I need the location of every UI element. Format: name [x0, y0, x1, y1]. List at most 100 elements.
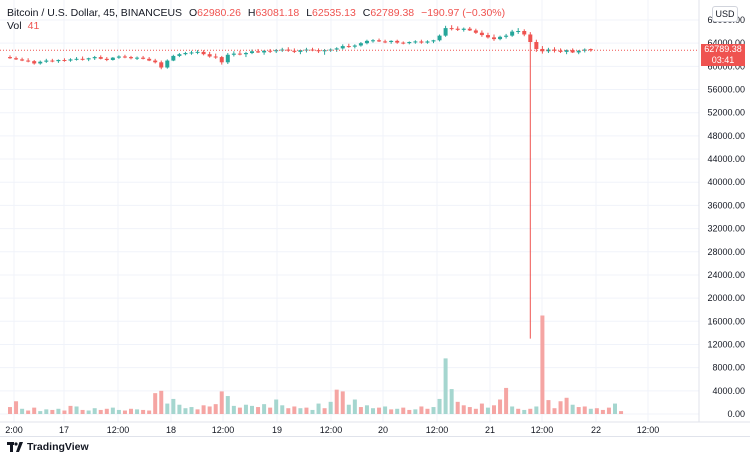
candle-body — [159, 62, 164, 68]
volume-bar — [455, 401, 460, 414]
volume-bar — [286, 408, 291, 414]
candle-body — [334, 48, 339, 50]
candle-body — [443, 28, 448, 36]
volume-bar — [50, 409, 55, 414]
volume-bar — [407, 409, 412, 414]
candle-body — [516, 31, 521, 33]
candle-body — [576, 50, 581, 53]
low-label: L — [306, 7, 313, 19]
volume-label[interactable]: Vol — [7, 20, 22, 32]
volume-bar — [147, 410, 152, 414]
volume-bar — [619, 411, 624, 414]
candle-body — [552, 49, 557, 51]
volume-bar — [600, 409, 605, 414]
candle-body — [467, 28, 472, 31]
time-tick-label: 12:00 — [531, 425, 554, 435]
candle-body — [189, 52, 194, 54]
volume-bar — [153, 393, 158, 414]
volume-bar — [522, 409, 527, 414]
candle-body — [243, 53, 248, 55]
volume-bar — [371, 408, 375, 414]
volume-bar — [122, 410, 127, 414]
volume-bar — [401, 407, 406, 414]
symbol-title[interactable]: Bitcoin / U.S. Dollar, 45, BINANCEUS — [7, 7, 183, 19]
volume-bar — [588, 408, 593, 414]
bar-countdown: 03:41 — [711, 55, 735, 65]
candle-body — [104, 58, 109, 60]
candle-body — [122, 56, 127, 58]
volume-bar — [443, 358, 448, 414]
volume-bar — [534, 406, 539, 414]
volume-bar — [310, 409, 315, 414]
candle-body — [383, 41, 388, 43]
candle-body — [425, 41, 430, 43]
time-tick-label: 19 — [272, 425, 282, 435]
volume-bar — [74, 406, 79, 414]
volume-layer — [8, 315, 624, 414]
candle-body — [237, 53, 242, 55]
volume-bar — [461, 405, 466, 414]
symbol-legend: Bitcoin / U.S. Dollar, 45, BINANCEUS O62… — [7, 6, 505, 20]
price-axis[interactable]: 68000.0064000.0060000.0056000.0052000.00… — [707, 15, 745, 419]
volume-bar — [564, 397, 569, 414]
volume-bar — [8, 407, 12, 414]
candle-body — [352, 45, 357, 47]
price-tick-label: 44000.00 — [707, 154, 745, 164]
candle-body — [231, 53, 236, 55]
volume-bar — [56, 408, 61, 414]
time-axis[interactable]: 2:00 17 12:00 18 12:00 19 12:00 20 12:00 21 12:00 2… — [5, 425, 659, 435]
candle-body — [44, 60, 49, 62]
volume-bar — [26, 410, 31, 414]
volume-bar — [38, 411, 43, 414]
volume-bar — [62, 410, 67, 414]
currency-button[interactable]: USD — [712, 6, 738, 22]
volume-bar — [413, 409, 418, 414]
high-label: H — [247, 7, 256, 19]
candle-body — [8, 57, 12, 59]
volume-bar — [473, 408, 478, 414]
volume-bar — [177, 404, 182, 414]
volume-bar — [68, 405, 73, 414]
candle-body — [195, 51, 200, 53]
candle-body — [564, 50, 569, 52]
time-tick-label: 18 — [166, 425, 176, 435]
volume-bar — [383, 406, 388, 414]
candle-body — [177, 54, 182, 56]
volume-bar — [243, 404, 248, 414]
candle-body — [522, 31, 527, 35]
volume-bar — [237, 407, 242, 414]
candle-body — [395, 40, 400, 43]
candle-body — [141, 57, 146, 59]
price-tick-label: 64000.00 — [707, 38, 745, 48]
volume-bar — [201, 405, 206, 414]
time-tick-label: 2:00 — [5, 425, 23, 435]
volume-bar — [346, 404, 351, 414]
tradingview-logo[interactable]: TradingView — [7, 441, 89, 453]
volume-bar — [292, 406, 297, 414]
volume-bar — [552, 408, 557, 414]
volume-value: 41 — [27, 20, 40, 32]
candle-body — [377, 40, 382, 42]
price-tick-label: 24000.00 — [707, 270, 745, 280]
candle-body — [419, 41, 424, 43]
candle-body — [74, 58, 79, 60]
volume-bar — [104, 408, 109, 414]
candle-body — [322, 50, 327, 52]
volume-bar — [32, 407, 37, 414]
volume-bar — [219, 391, 224, 414]
candle-body — [431, 40, 436, 42]
time-tick-label: 17 — [59, 425, 69, 435]
candle-body — [38, 61, 43, 64]
volume-bar — [340, 391, 345, 414]
candle-body — [473, 30, 478, 33]
candle-body — [389, 40, 394, 43]
candle-body — [26, 60, 31, 62]
time-tick-label: 12:00 — [637, 425, 660, 435]
candle-body — [274, 50, 279, 52]
candle-body — [225, 54, 230, 63]
volume-bar — [594, 408, 599, 414]
volume-bar — [274, 399, 279, 414]
volume-bar — [437, 398, 442, 414]
